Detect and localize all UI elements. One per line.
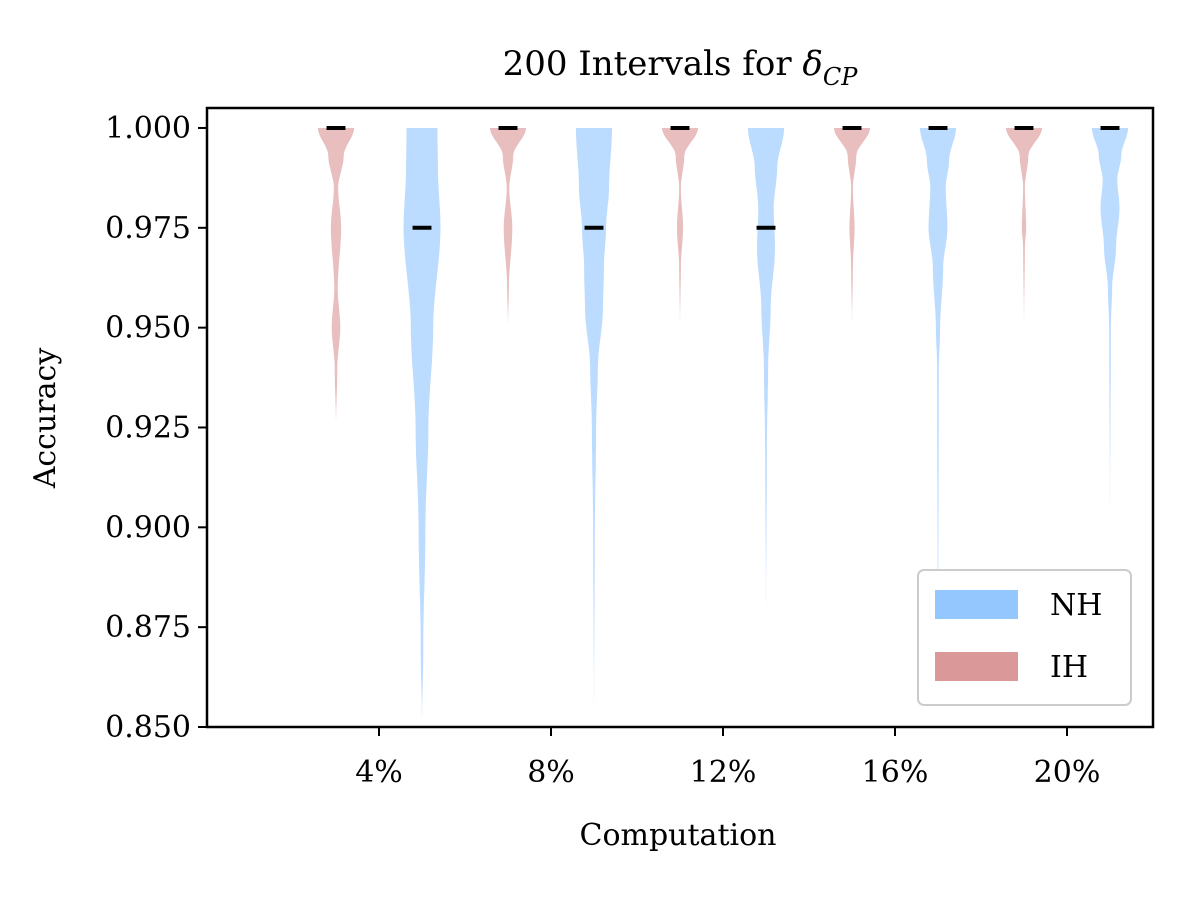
violins	[317, 128, 1129, 727]
legend: NH IH	[917, 569, 1132, 706]
violin-nh-5	[403, 128, 441, 727]
violin-nh-17	[919, 128, 957, 727]
violin-ih-15	[833, 128, 871, 328]
y-tick-label: 0.850	[105, 710, 191, 745]
y-tick-label: 1.000	[105, 111, 191, 146]
violin-ih-7	[489, 128, 527, 328]
violin-ih-19	[1005, 128, 1043, 328]
x-tick-label: 20%	[1034, 755, 1101, 790]
violin-nh-21	[1091, 128, 1129, 528]
legend-label-ih: IH	[1050, 650, 1088, 685]
violin-ih-11	[661, 128, 699, 328]
y-tick-label: 0.875	[105, 610, 191, 645]
medians	[326, 125, 1120, 230]
x-tick-label: 4%	[355, 755, 403, 790]
violin-nh-9	[575, 128, 613, 727]
plot-frame	[205, 106, 1155, 729]
violin-nh-13	[747, 128, 785, 628]
y-tick-label: 0.950	[105, 311, 191, 346]
violin-ih-3	[317, 128, 355, 428]
chart-title-subscript: CP	[823, 63, 858, 91]
x-tick-label: 12%	[690, 755, 757, 790]
x-tick-label: 16%	[862, 755, 929, 790]
x-tick-label: 8%	[527, 755, 575, 790]
y-axis-label: Accuracy	[28, 348, 63, 490]
chart-title-symbol: δ	[802, 44, 822, 84]
axis-ticks: 4% 8% 12% 16% 20% 0.850 0.875 0.900 0.925 0.950 0.…	[105, 111, 1100, 790]
chart-title-main: 200 Intervals for	[503, 44, 803, 84]
chart-title: 200 Intervals for δCP	[503, 44, 859, 91]
y-tick-label: 0.975	[105, 211, 191, 246]
y-tick-label: 0.925	[105, 410, 191, 445]
x-axis-label: Computation	[580, 818, 777, 853]
legend-label-nh: NH	[1050, 588, 1102, 623]
y-tick-label: 0.900	[105, 510, 191, 545]
legend-swatch-ih	[935, 652, 1018, 681]
legend-swatch-nh	[935, 590, 1018, 619]
